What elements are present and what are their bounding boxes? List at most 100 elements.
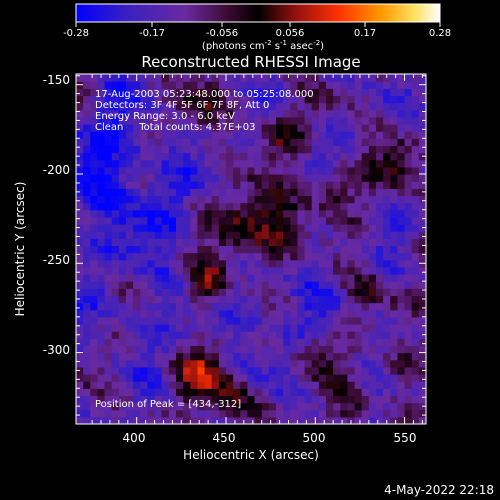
heatmap-cell	[183, 109, 191, 118]
heatmap-cell	[111, 402, 120, 411]
heatmap-cell	[211, 102, 220, 111]
heatmap-cell	[140, 388, 149, 397]
heatmap-cell	[304, 295, 313, 304]
heatmap-cell	[418, 345, 426, 354]
heatmap-cell	[318, 131, 327, 139]
heatmap-cell	[76, 309, 84, 318]
heatmap-cell	[147, 359, 156, 368]
heatmap-cell	[304, 402, 313, 411]
heatmap-cell	[118, 331, 127, 339]
heatmap-cell	[304, 245, 313, 254]
heatmap-cell	[283, 145, 291, 154]
heatmap-cell	[126, 395, 134, 404]
heatmap-cell	[104, 338, 113, 347]
heatmap-cell	[297, 152, 306, 161]
heatmap-cell	[211, 138, 220, 147]
heatmap-cell	[368, 416, 377, 424]
heatmap-cell	[197, 402, 206, 411]
heatmap-cell	[133, 338, 141, 347]
heatmap-cell	[233, 359, 241, 368]
heatmap-cell	[176, 245, 184, 254]
heatmap-cell	[297, 338, 306, 347]
heatmap-cell	[318, 295, 327, 304]
heatmap-cell	[283, 188, 291, 197]
heatmap-cell	[168, 131, 177, 139]
heatmap-cell	[190, 202, 199, 211]
heatmap-cell	[183, 345, 191, 354]
heatmap-cell	[340, 166, 349, 175]
heatmap-cell	[333, 388, 341, 397]
heatmap-cell	[204, 216, 213, 225]
heatmap-cell	[118, 259, 127, 268]
heatmap-cell	[411, 195, 420, 204]
heatmap-cell	[147, 352, 156, 361]
heatmap-cell	[418, 266, 426, 275]
heatmap-cell	[226, 259, 234, 268]
heatmap-cell	[204, 316, 213, 325]
heatmap-cell	[268, 309, 277, 318]
heatmap-cell	[354, 88, 363, 97]
heatmap-cell	[83, 124, 91, 132]
heatmap-cell	[354, 152, 363, 161]
heatmap-cell	[290, 181, 299, 189]
heatmap-cell	[176, 252, 184, 261]
heatmap-cell	[361, 102, 370, 111]
heatmap-cell	[376, 302, 384, 311]
heatmap-cell	[83, 388, 91, 397]
heatmap-cell	[111, 266, 120, 275]
heatmap-cell	[376, 388, 384, 397]
heatmap-cell	[361, 202, 370, 211]
heatmap-cell	[226, 245, 234, 254]
heatmap-cell	[190, 259, 199, 268]
heatmap-cell	[254, 366, 263, 375]
heatmap-cell	[140, 109, 149, 118]
heatmap-cell	[83, 402, 91, 411]
heatmap-cell	[126, 388, 134, 397]
heatmap-cell	[211, 209, 220, 218]
heatmap-cell	[97, 331, 106, 339]
heatmap-cell	[368, 409, 377, 418]
heatmap-cell	[318, 252, 327, 261]
heatmap-cell	[190, 145, 199, 154]
heatmap-cell	[376, 209, 384, 218]
heatmap-cell	[283, 381, 291, 389]
heatmap-cell	[311, 366, 320, 375]
heatmap-cell	[133, 159, 141, 168]
heatmap-cell	[118, 288, 127, 297]
heatmap-cell	[304, 409, 313, 418]
heatmap-cell	[90, 324, 99, 332]
heatmap-cell	[233, 231, 241, 239]
heatmap-cell	[411, 395, 420, 404]
heatmap-cell	[204, 331, 213, 339]
heatmap-cell	[383, 381, 391, 389]
heatmap-cell	[318, 209, 327, 218]
heatmap-cell	[211, 288, 220, 297]
heatmap-cell	[83, 259, 91, 268]
heatmap-cell	[154, 366, 163, 375]
heatmap-cell	[190, 366, 199, 375]
heatmap-cell	[290, 138, 299, 147]
x-tick-label: 400	[123, 431, 146, 445]
heatmap-cell	[418, 195, 426, 204]
heatmap-cell	[226, 124, 234, 132]
heatmap-cell	[226, 95, 234, 104]
heatmap-cell	[397, 366, 406, 375]
heatmap-cell	[333, 209, 341, 218]
heatmap-cell	[218, 152, 227, 161]
heatmap-cell	[333, 281, 341, 289]
heatmap-cell	[90, 95, 99, 104]
heatmap-cell	[318, 88, 327, 97]
heatmap-cell	[190, 245, 199, 254]
heatmap-cell	[133, 331, 141, 339]
heatmap-cell	[161, 74, 170, 82]
heatmap-cell	[176, 345, 184, 354]
heatmap-cell	[83, 374, 91, 382]
heatmap-cell	[218, 331, 227, 339]
heatmap-cell	[97, 102, 106, 111]
heatmap-cell	[311, 109, 320, 118]
heatmap-cell	[104, 274, 113, 282]
heatmap-cell	[326, 102, 334, 111]
heatmap-cell	[247, 202, 256, 211]
heatmap-cell	[147, 88, 156, 97]
heatmap-cell	[90, 202, 99, 211]
